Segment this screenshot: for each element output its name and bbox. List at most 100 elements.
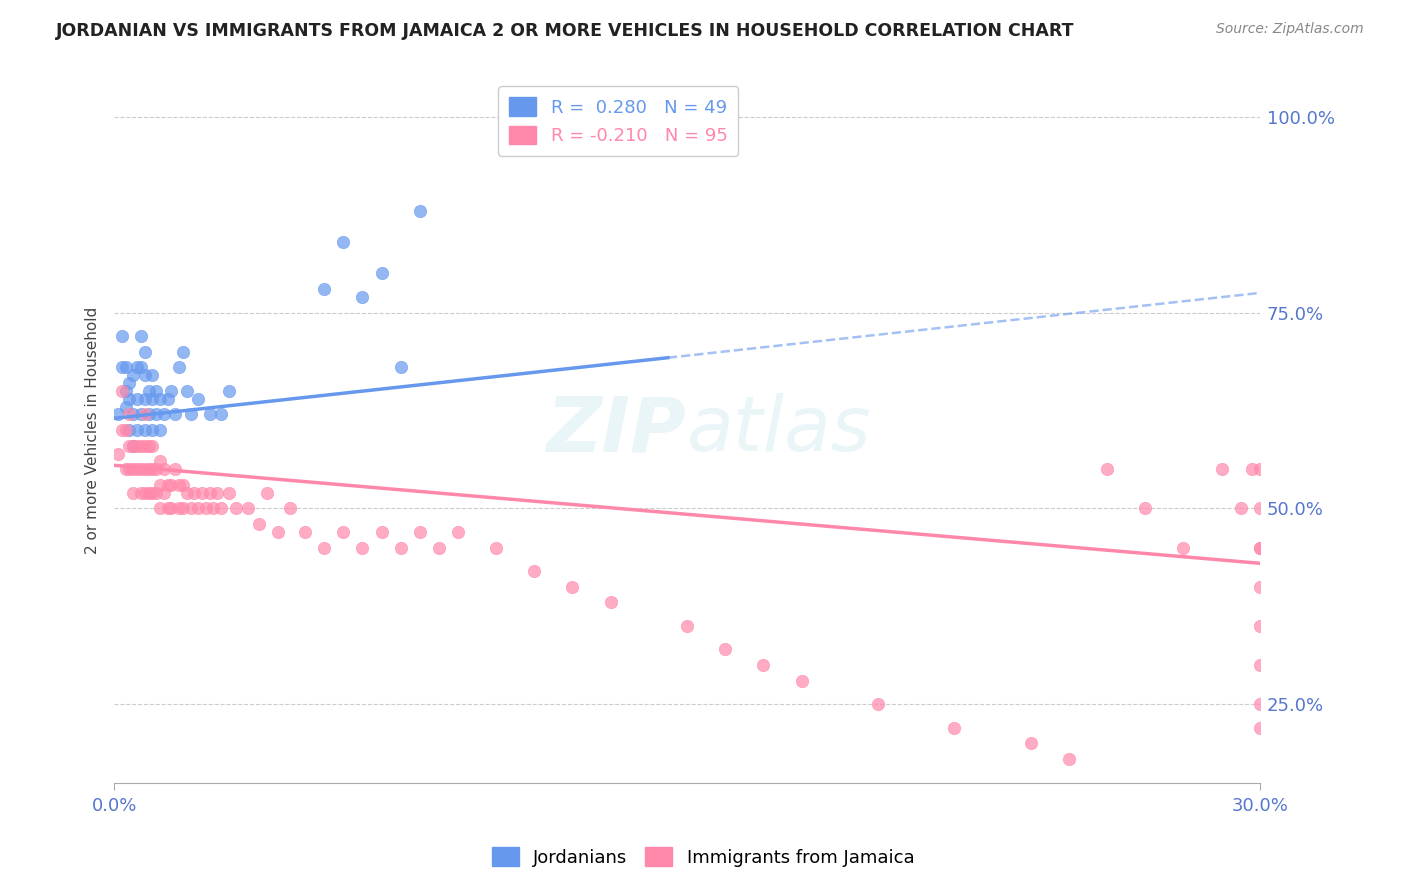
Point bbox=[141, 423, 163, 437]
Point bbox=[218, 384, 240, 398]
Point bbox=[165, 462, 187, 476]
Point bbox=[1249, 619, 1271, 633]
Point bbox=[129, 360, 152, 375]
Point bbox=[160, 384, 183, 398]
Point bbox=[370, 524, 392, 539]
Point bbox=[172, 501, 194, 516]
Point bbox=[118, 408, 141, 422]
Point bbox=[129, 439, 152, 453]
Point bbox=[1249, 658, 1271, 673]
Point bbox=[118, 439, 141, 453]
Text: Source: ZipAtlas.com: Source: ZipAtlas.com bbox=[1216, 22, 1364, 37]
Point bbox=[790, 673, 813, 688]
Point bbox=[1249, 698, 1271, 712]
Point bbox=[314, 541, 336, 555]
Point bbox=[278, 501, 301, 516]
Point bbox=[122, 368, 145, 383]
Point bbox=[714, 642, 737, 657]
Point bbox=[1057, 752, 1080, 766]
Point bbox=[167, 478, 190, 492]
Point bbox=[114, 462, 136, 476]
Point bbox=[127, 423, 149, 437]
Point bbox=[122, 439, 145, 453]
Point bbox=[209, 408, 232, 422]
Point bbox=[180, 501, 202, 516]
Text: ZIP: ZIP bbox=[547, 393, 688, 467]
Point bbox=[676, 619, 699, 633]
Point bbox=[138, 408, 160, 422]
Point bbox=[145, 462, 167, 476]
Point bbox=[127, 439, 149, 453]
Point bbox=[149, 501, 172, 516]
Point bbox=[141, 439, 163, 453]
Point bbox=[194, 501, 217, 516]
Point bbox=[1135, 501, 1157, 516]
Point bbox=[187, 501, 209, 516]
Point bbox=[209, 501, 232, 516]
Point bbox=[122, 462, 145, 476]
Point bbox=[599, 595, 621, 609]
Point bbox=[153, 462, 176, 476]
Point bbox=[1249, 721, 1271, 735]
Point bbox=[332, 235, 354, 249]
Point bbox=[156, 478, 179, 492]
Point bbox=[160, 478, 183, 492]
Point bbox=[129, 329, 152, 343]
Point bbox=[145, 408, 167, 422]
Point bbox=[134, 408, 156, 422]
Point bbox=[485, 541, 508, 555]
Point bbox=[267, 524, 290, 539]
Point bbox=[134, 368, 156, 383]
Point bbox=[165, 408, 187, 422]
Point bbox=[145, 384, 167, 398]
Point bbox=[111, 329, 134, 343]
Point bbox=[294, 524, 316, 539]
Point bbox=[389, 360, 412, 375]
Point bbox=[138, 462, 160, 476]
Point bbox=[198, 408, 221, 422]
Point bbox=[172, 478, 194, 492]
Point bbox=[180, 408, 202, 422]
Point bbox=[141, 368, 163, 383]
Point bbox=[1229, 501, 1251, 516]
Point bbox=[107, 408, 129, 422]
Point bbox=[198, 485, 221, 500]
Point bbox=[523, 564, 546, 578]
Point bbox=[156, 392, 179, 406]
Point bbox=[149, 423, 172, 437]
Point bbox=[176, 384, 198, 398]
Point bbox=[187, 392, 209, 406]
Point bbox=[332, 524, 354, 539]
Point bbox=[256, 485, 278, 500]
Point bbox=[141, 462, 163, 476]
Legend: Jordanians, Immigrants from Jamaica: Jordanians, Immigrants from Jamaica bbox=[484, 840, 922, 874]
Point bbox=[111, 423, 134, 437]
Point bbox=[1019, 737, 1042, 751]
Point bbox=[127, 360, 149, 375]
Point bbox=[129, 485, 152, 500]
Point bbox=[408, 203, 430, 218]
Point bbox=[427, 541, 450, 555]
Point bbox=[191, 485, 214, 500]
Point bbox=[118, 423, 141, 437]
Point bbox=[352, 541, 374, 555]
Y-axis label: 2 or more Vehicles in Household: 2 or more Vehicles in Household bbox=[86, 307, 100, 554]
Point bbox=[111, 360, 134, 375]
Point bbox=[122, 408, 145, 422]
Point bbox=[1249, 580, 1271, 594]
Point bbox=[127, 392, 149, 406]
Point bbox=[134, 344, 156, 359]
Point bbox=[134, 439, 156, 453]
Point bbox=[129, 462, 152, 476]
Point bbox=[1211, 462, 1233, 476]
Point bbox=[134, 485, 156, 500]
Point bbox=[172, 344, 194, 359]
Point bbox=[149, 454, 172, 468]
Point bbox=[183, 485, 205, 500]
Point bbox=[866, 698, 889, 712]
Point bbox=[156, 501, 179, 516]
Legend: R =  0.280   N = 49, R = -0.210   N = 95: R = 0.280 N = 49, R = -0.210 N = 95 bbox=[498, 87, 738, 156]
Point bbox=[752, 658, 775, 673]
Point bbox=[138, 439, 160, 453]
Point bbox=[1249, 541, 1271, 555]
